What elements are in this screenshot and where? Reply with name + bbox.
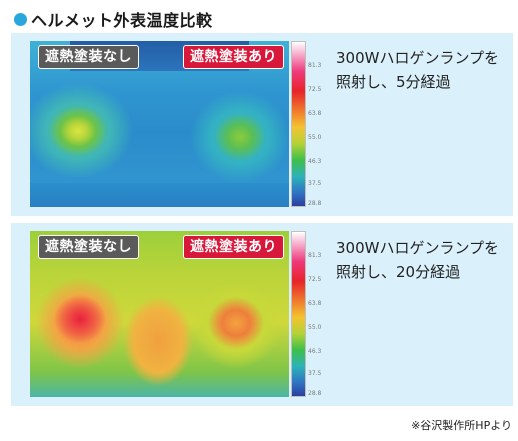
temperature-color-scale xyxy=(291,231,306,397)
panel-description: 300Wハロゲンランプを 照射し、5分経過 xyxy=(336,46,499,94)
page-title: ヘルメット外表温度比較 xyxy=(31,11,213,30)
comparison-panel-5min: 遮熱塗装なし 遮熱塗装あり 81.3 72.5 63.8 55.0 46.3 3… xyxy=(11,33,513,216)
source-credit: ※谷沢製作所HPより xyxy=(411,419,512,432)
comparison-panel-20min: 遮熱塗装なし 遮熱塗装あり 81.3 72.5 63.8 55.0 46.3 3… xyxy=(11,223,513,406)
description-line: 照射し、20分経過 xyxy=(336,263,461,281)
scale-tick: 81.3 xyxy=(308,62,322,69)
temperature-color-scale xyxy=(291,41,306,207)
label-with-coating: 遮熱塗装あり xyxy=(183,45,284,69)
scale-tick: 55.0 xyxy=(308,324,322,331)
scale-tick: 46.3 xyxy=(308,158,322,165)
scale-tick: 28.8 xyxy=(308,390,322,397)
bullet-dot-icon xyxy=(14,12,27,26)
scale-tick: 37.5 xyxy=(308,180,322,187)
label-without-coating: 遮熱塗装なし xyxy=(38,45,139,69)
scale-tick: 37.5 xyxy=(308,370,322,377)
description-line: 300Wハロゲンランプを xyxy=(336,239,500,257)
scale-tick: 63.8 xyxy=(308,110,322,117)
scale-tick: 63.8 xyxy=(308,300,322,307)
description-line: 300Wハロゲンランプを xyxy=(336,49,500,67)
scale-tick: 46.3 xyxy=(308,348,322,355)
label-with-coating: 遮熱塗装あり xyxy=(183,235,284,259)
scale-tick: 72.5 xyxy=(308,86,322,93)
label-without-coating: 遮熱塗装なし xyxy=(38,235,139,259)
scale-ticks: 81.3 72.5 63.8 55.0 46.3 37.5 28.8 xyxy=(308,231,328,397)
scale-ticks: 81.3 72.5 63.8 55.0 46.3 37.5 28.8 xyxy=(308,41,328,207)
scale-tick: 28.8 xyxy=(308,200,322,207)
scale-tick: 55.0 xyxy=(308,134,322,141)
scale-tick: 81.3 xyxy=(308,252,322,259)
header: ヘルメット外表温度比較 xyxy=(14,8,213,30)
scale-tick: 72.5 xyxy=(308,276,322,283)
description-line: 照射し、5分経過 xyxy=(336,73,451,91)
panel-description: 300Wハロゲンランプを 照射し、20分経過 xyxy=(336,236,499,284)
